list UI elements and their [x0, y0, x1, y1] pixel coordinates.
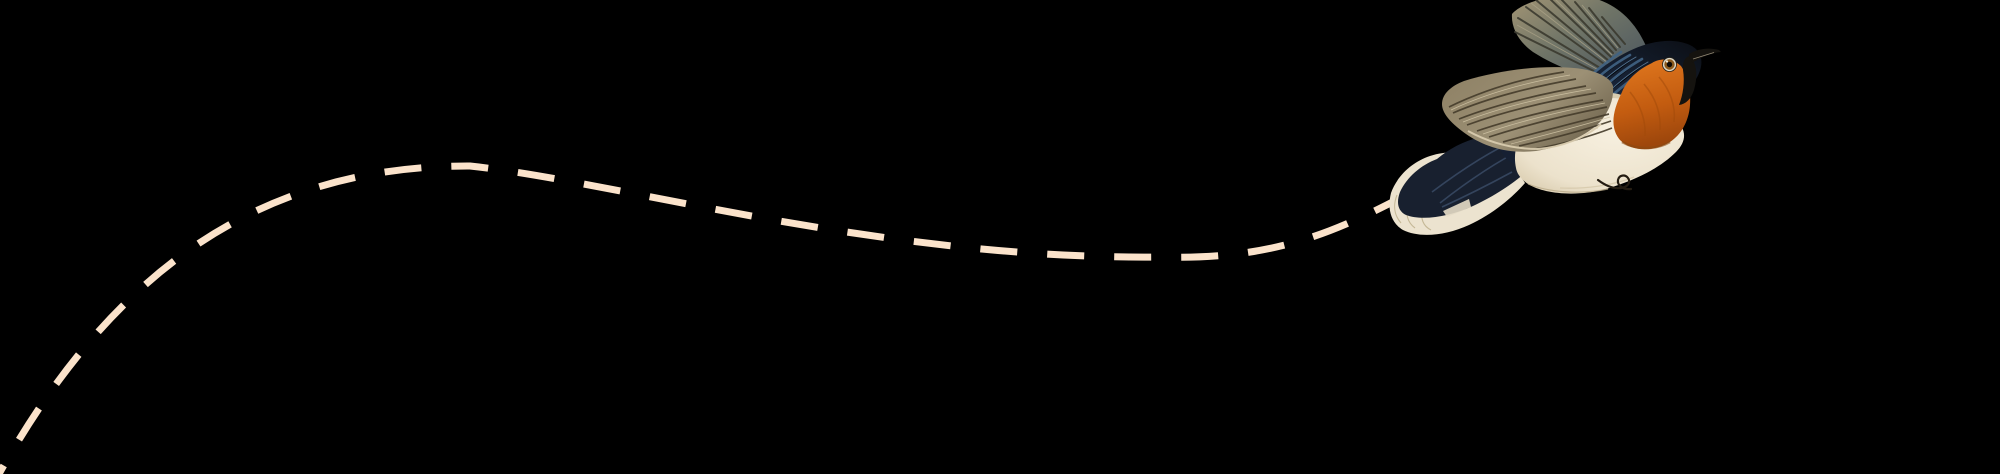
tail-navy	[1398, 134, 1535, 218]
cheek-stripe	[1679, 56, 1697, 105]
breast-rust-fringe	[1621, 140, 1671, 150]
far-wing-light-streaks	[1516, 0, 1619, 74]
near-wing-pale-edge	[1467, 123, 1602, 150]
eye	[1662, 57, 1677, 72]
flight-path	[0, 162, 1410, 474]
near-wing	[1442, 67, 1614, 152]
eye-glint	[1665, 60, 1669, 63]
tail	[1389, 134, 1535, 235]
far-wing-feather-streaks	[1514, 0, 1626, 77]
breast-texture	[1629, 76, 1676, 137]
throat-breast-patch	[1613, 59, 1691, 150]
beak-gape-line	[1692, 52, 1715, 60]
tail-white-notch	[1443, 199, 1471, 217]
foot-claw	[1596, 174, 1633, 191]
bird-illustration	[1389, 0, 1721, 235]
beak	[1689, 48, 1721, 63]
near-wing-light-streaks	[1450, 74, 1611, 145]
eye-pupil	[1666, 61, 1673, 68]
